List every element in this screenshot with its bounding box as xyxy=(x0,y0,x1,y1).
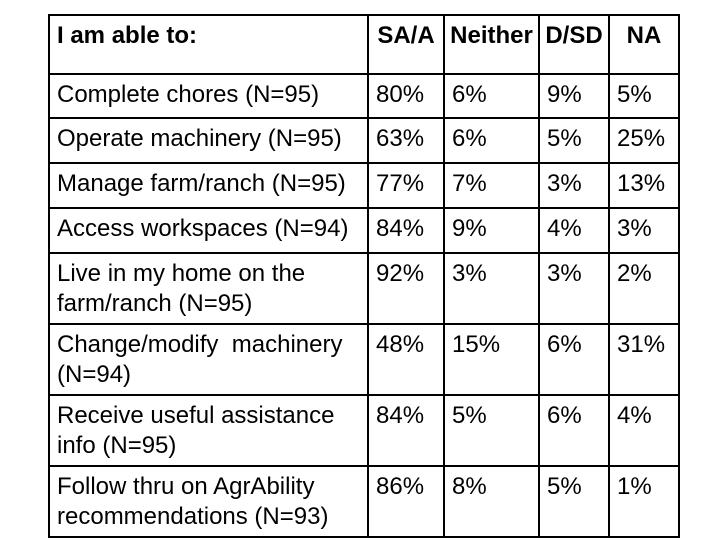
table-row: Manage farm/ranch (N=95) 77% 7% 3% 13% xyxy=(48,162,680,209)
column-header-saa: SA/A xyxy=(367,14,445,75)
cell-neither: 7% xyxy=(443,162,540,209)
table-row: Change/modify machinery (N=94) 48% 15% 6… xyxy=(48,323,680,396)
cell-dsd: 9% xyxy=(538,73,610,119)
column-header-ability: I am able to: xyxy=(48,14,369,75)
table-row: Access workspaces (N=94) 84% 9% 4% 3% xyxy=(48,207,680,254)
row-label: Follow thru on AgrAbility recommendation… xyxy=(48,465,369,538)
row-label: Access workspaces (N=94) xyxy=(48,207,369,254)
table-row: Operate machinery (N=95) 63% 6% 5% 25% xyxy=(48,117,680,164)
row-label: Complete chores (N=95) xyxy=(48,73,369,119)
column-header-na: NA xyxy=(608,14,680,75)
cell-dsd: 3% xyxy=(538,162,610,209)
cell-dsd: 6% xyxy=(538,323,610,396)
column-header-neither: Neither xyxy=(443,14,540,75)
cell-neither: 3% xyxy=(443,252,540,325)
cell-neither: 9% xyxy=(443,207,540,254)
cell-saa: 84% xyxy=(367,394,445,467)
cell-na: 1% xyxy=(608,465,680,538)
table-row: Live in my home on the farm/ranch (N=95)… xyxy=(48,252,680,325)
cell-saa: 63% xyxy=(367,117,445,164)
cell-saa: 48% xyxy=(367,323,445,396)
cell-dsd: 6% xyxy=(538,394,610,467)
cell-dsd: 4% xyxy=(538,207,610,254)
cell-dsd: 5% xyxy=(538,117,610,164)
row-label: Manage farm/ranch (N=95) xyxy=(48,162,369,209)
row-label: Change/modify machinery (N=94) xyxy=(48,323,369,396)
cell-saa: 84% xyxy=(367,207,445,254)
cell-neither: 6% xyxy=(443,73,540,119)
cell-neither: 5% xyxy=(443,394,540,467)
cell-neither: 15% xyxy=(443,323,540,396)
cell-saa: 77% xyxy=(367,162,445,209)
cell-neither: 6% xyxy=(443,117,540,164)
cell-na: 5% xyxy=(608,73,680,119)
cell-na: 25% xyxy=(608,117,680,164)
table-row: Complete chores (N=95) 80% 6% 9% 5% xyxy=(48,73,680,119)
cell-na: 2% xyxy=(608,252,680,325)
table-header-row: I am able to: SA/A Neither D/SD NA xyxy=(48,14,680,75)
row-label: Live in my home on the farm/ranch (N=95) xyxy=(48,252,369,325)
cell-saa: 80% xyxy=(367,73,445,119)
cell-na: 4% xyxy=(608,394,680,467)
column-header-dsd: D/SD xyxy=(538,14,610,75)
row-label: Operate machinery (N=95) xyxy=(48,117,369,164)
cell-dsd: 5% xyxy=(538,465,610,538)
cell-neither: 8% xyxy=(443,465,540,538)
survey-results-table: I am able to: SA/A Neither D/SD NA Compl… xyxy=(48,14,680,538)
cell-saa: 92% xyxy=(367,252,445,325)
cell-dsd: 3% xyxy=(538,252,610,325)
cell-na: 3% xyxy=(608,207,680,254)
row-label: Receive useful assistance info (N=95) xyxy=(48,394,369,467)
table-row: Follow thru on AgrAbility recommendation… xyxy=(48,465,680,538)
table-row: Receive useful assistance info (N=95) 84… xyxy=(48,394,680,467)
cell-na: 13% xyxy=(608,162,680,209)
cell-saa: 86% xyxy=(367,465,445,538)
cell-na: 31% xyxy=(608,323,680,396)
